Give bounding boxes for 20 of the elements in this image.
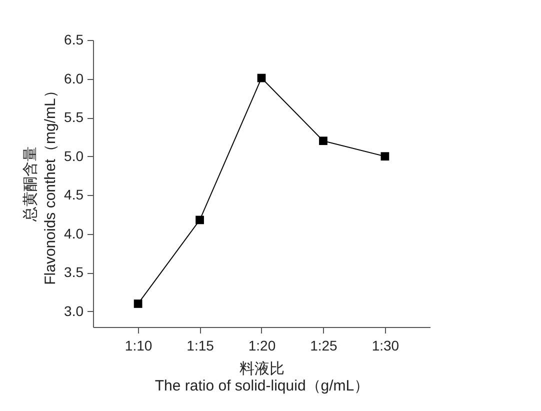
point bbox=[380, 152, 390, 161]
y-tick-label: 5.5 bbox=[64, 109, 84, 126]
x-tick-label: 1:25 bbox=[310, 338, 338, 354]
y-tick-label: 5.0 bbox=[64, 148, 84, 164]
y-tick-label: 6.0 bbox=[64, 70, 84, 86]
x-tick-label: 1:15 bbox=[186, 338, 214, 354]
x-tick-label: 1:10 bbox=[124, 338, 152, 354]
y-tick-label: 6.5 bbox=[64, 32, 84, 48]
y-tick-label: 3.5 bbox=[64, 264, 84, 280]
point bbox=[257, 74, 266, 82]
x-tick-label: 1:30 bbox=[372, 338, 400, 354]
point bbox=[196, 216, 204, 224]
y-tick-label: 4.5 bbox=[64, 186, 84, 203]
point bbox=[319, 136, 328, 146]
y-tick-label: 3.0 bbox=[64, 302, 84, 319]
x-tick-label: 1:20 bbox=[248, 338, 276, 354]
y-axis-title: 总黄酮含量 Flavonoids conthet（mg/mL） bbox=[22, 83, 60, 285]
x-axis-title: 料液比 The ratio of solid-liquid（g/mL） bbox=[154, 360, 370, 394]
y-tick-label: 4.0 bbox=[64, 225, 84, 242]
point bbox=[134, 300, 142, 308]
